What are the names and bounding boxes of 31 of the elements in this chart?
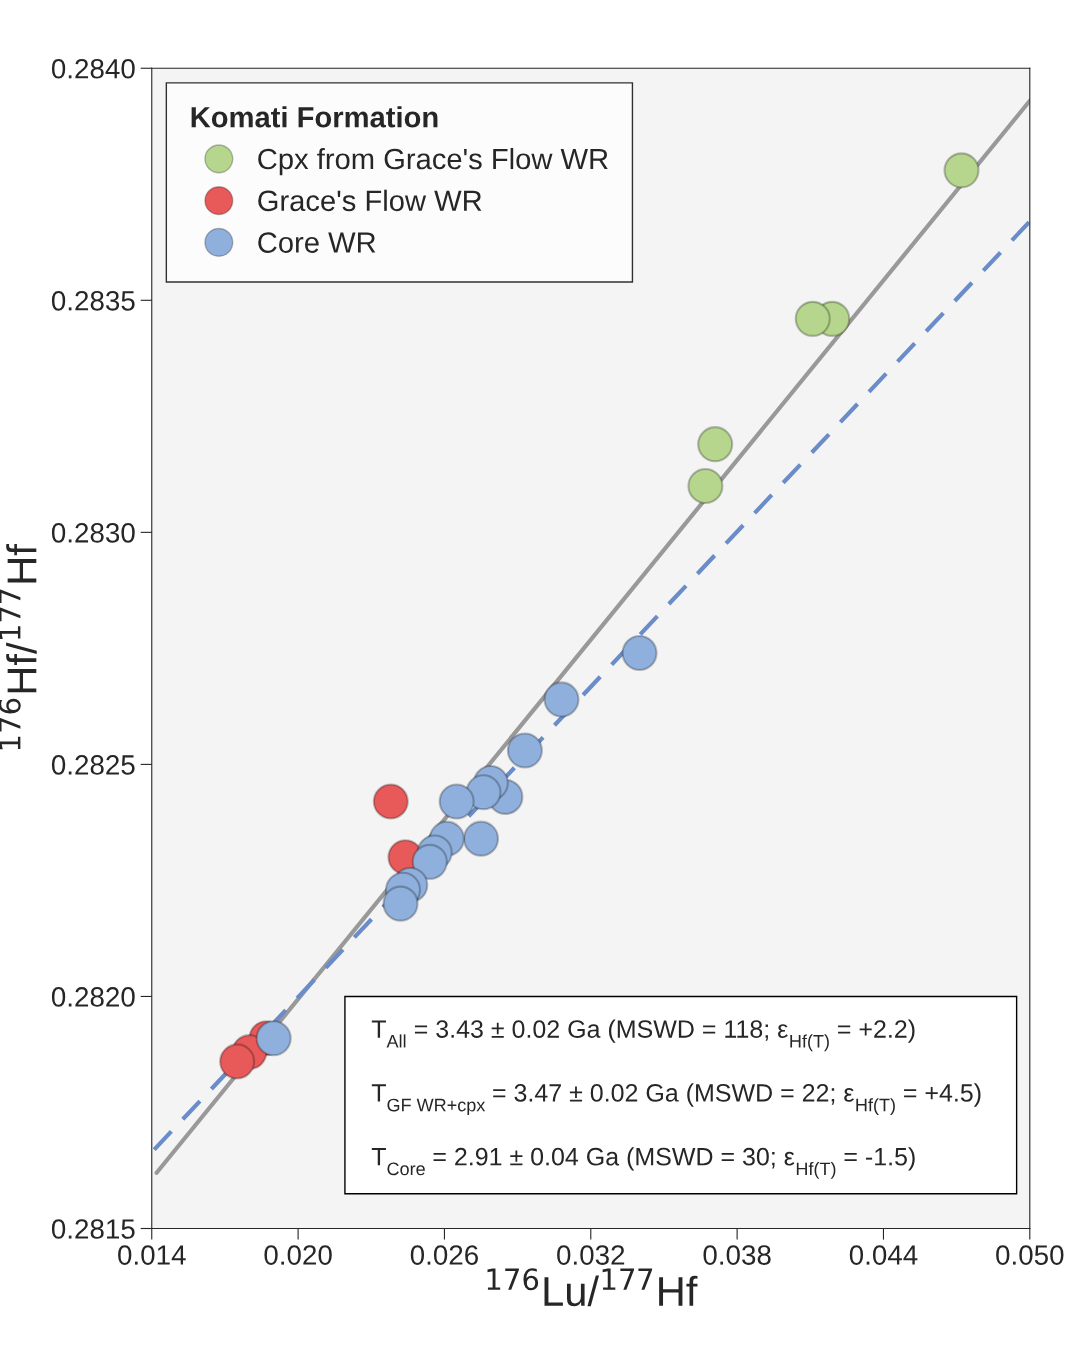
point [462,820,500,857]
y-tick-label: 0.2840 [51,58,135,79]
legend-label: Grace's Flow WR [258,189,482,212]
point [543,681,580,718]
x-tick-label: 0.038 [703,1245,771,1265]
x-tick-label: 0.014 [118,1245,186,1265]
x-tick-label: 0.044 [849,1245,918,1265]
point [794,300,831,337]
legend-title: Komati Formation [191,106,438,128]
point [506,732,543,769]
point [697,426,734,463]
x-tick-label: 0.020 [264,1245,332,1265]
x-tick-label: 0.026 [410,1245,478,1265]
point [621,634,658,672]
x-tick-label: 0.050 [996,1245,1064,1265]
y-tick-label: 0.2830 [51,523,135,543]
y-tick-label: 0.2825 [51,755,135,775]
point [687,467,724,504]
y-tick-label: 0.2835 [51,290,135,311]
y-tick-label: 0.2820 [51,987,135,1007]
x-tick-label: 0.032 [557,1245,625,1265]
point [438,783,475,820]
legend-label: Core WR [258,232,376,253]
point [219,1043,256,1080]
point [943,152,980,189]
point [372,783,409,820]
x-axis-title: $^{176}$Lu/$^{177}$Hf [487,1268,698,1307]
y-tick-label: 0.2815 [51,1219,135,1239]
legend-label: Cpx from Grace's Flow WR [258,147,608,176]
point [382,885,419,922]
point [411,843,448,880]
